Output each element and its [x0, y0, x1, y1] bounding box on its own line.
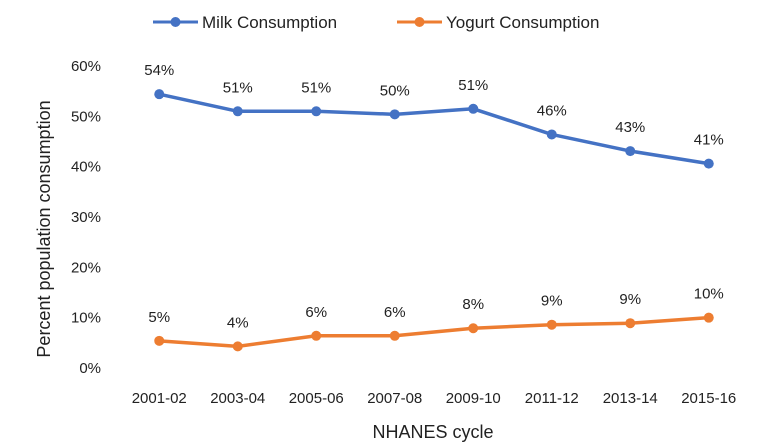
y-tick-label: 40%: [71, 159, 101, 176]
legend-label-yogurt: Yogurt Consumption: [446, 13, 599, 32]
data-point-milk: [703, 158, 714, 169]
data-point-yogurt: [625, 318, 636, 329]
data-point-yogurt: [546, 319, 557, 330]
data-point-milk: [311, 106, 322, 117]
data-label-milk: 51%: [301, 79, 331, 96]
data-point-milk: [546, 129, 557, 140]
series-layer: [154, 89, 714, 352]
data-point-milk: [625, 146, 636, 157]
data-point-milk: [468, 103, 479, 114]
series-line-milk: [157, 92, 711, 166]
x-axis-title: NHANES cycle: [372, 422, 493, 442]
data-label-yogurt: 9%: [619, 291, 641, 308]
legend-item-milk: Milk Consumption: [153, 13, 337, 32]
y-axis-title: Percent population consumption: [34, 100, 54, 357]
y-tick-label: 30%: [71, 209, 101, 226]
x-tick-label: 2009-10: [446, 390, 501, 407]
data-point-yogurt: [468, 323, 479, 334]
x-tick-label: 2001-02: [132, 390, 187, 407]
x-axis-ticks: 2001-02 2003-04 2005-06 2007-08 2009-10 2011-…: [132, 390, 737, 407]
data-point-yogurt: [154, 335, 165, 346]
legend-item-yogurt: Yogurt Consumption: [397, 13, 599, 32]
x-tick-label: 2003-04: [210, 390, 265, 407]
data-point-milk: [154, 89, 165, 100]
data-label-yogurt: 10%: [694, 286, 724, 303]
x-tick-label: 2011-12: [525, 390, 579, 407]
data-label-milk: 41%: [694, 132, 724, 149]
x-tick-label: 2007-08: [367, 390, 422, 407]
data-label-yogurt: 6%: [384, 304, 406, 321]
data-label-milk: 51%: [458, 77, 488, 94]
data-label-yogurt: 4%: [227, 314, 249, 331]
data-label-milk: 51%: [223, 79, 253, 96]
data-point-milk: [389, 109, 400, 120]
data-point-yogurt: [389, 330, 400, 341]
data-label-yogurt: 6%: [305, 304, 327, 321]
x-tick-label: 2015-16: [681, 390, 736, 407]
data-point-milk: [232, 106, 243, 117]
data-label-milk: 54%: [144, 62, 174, 79]
y-tick-label: 20%: [71, 259, 101, 276]
legend: Milk Consumption Yogurt Consumption: [153, 13, 599, 32]
data-label-yogurt: 9%: [541, 293, 563, 310]
data-label-milk: 46%: [537, 102, 567, 119]
series-line-yogurt: [157, 315, 711, 349]
y-tick-label: 10%: [71, 310, 101, 327]
y-axis-ticks: 0% 10% 20% 30% 40% 50% 60%: [71, 58, 101, 377]
legend-marker-yogurt: [414, 17, 425, 27]
data-label-yogurt: 5%: [148, 309, 170, 326]
y-tick-label: 0%: [79, 360, 101, 377]
y-tick-label: 50%: [71, 108, 101, 125]
data-label-yogurt: 8%: [462, 296, 484, 313]
legend-label-milk: Milk Consumption: [202, 13, 337, 32]
data-label-milk: 43%: [615, 119, 645, 136]
data-point-yogurt: [232, 341, 243, 352]
y-tick-label: 60%: [71, 58, 101, 75]
data-label-milk: 50%: [380, 82, 410, 99]
data-label-layer: 54% 51% 51% 50% 51% 46% 43% 41% 5% 4% 6% 6% 8% 9% 9% 10…: [144, 62, 724, 331]
x-tick-label: 2013-14: [603, 390, 658, 407]
data-point-yogurt: [703, 312, 714, 323]
legend-marker-milk: [170, 17, 181, 27]
x-tick-label: 2005-06: [289, 390, 344, 407]
data-point-yogurt: [311, 330, 322, 341]
